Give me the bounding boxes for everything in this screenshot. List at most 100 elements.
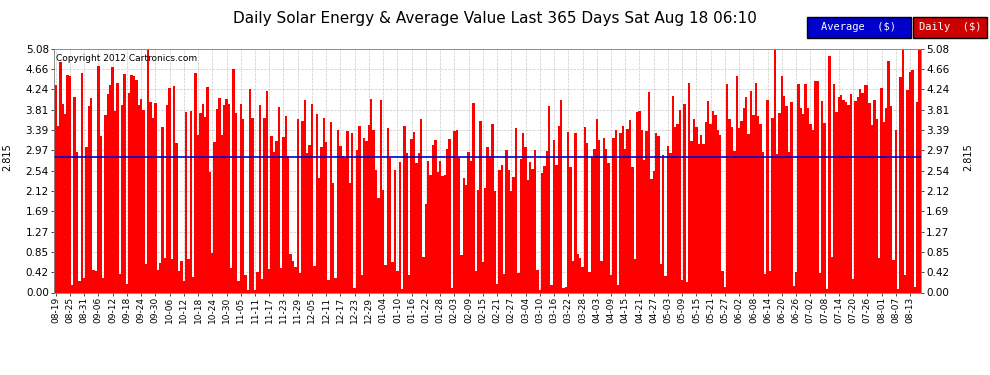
Bar (610, 275, 612, 292)
Bar (880, 87, 883, 292)
Bar (64, 114, 66, 292)
Bar (102, 278, 104, 292)
Bar (145, 264, 147, 292)
Bar (883, 122, 885, 292)
Bar (425, 204, 427, 292)
Bar (367, 125, 370, 292)
Bar (387, 128, 389, 292)
Bar (182, 281, 185, 292)
Bar (683, 104, 686, 292)
Bar (681, 280, 683, 292)
Bar (899, 77, 902, 292)
Bar (484, 188, 486, 292)
Bar (747, 134, 749, 292)
Bar (838, 98, 840, 292)
Text: Average  ($): Average ($) (822, 22, 896, 32)
Bar (693, 119, 695, 292)
Bar (797, 84, 800, 292)
Bar (73, 97, 76, 292)
Bar (479, 120, 482, 292)
Bar (78, 281, 80, 292)
Bar (885, 108, 887, 292)
Bar (749, 91, 752, 292)
Bar (76, 152, 78, 292)
Bar (641, 129, 644, 292)
Bar (586, 143, 588, 292)
Bar (100, 136, 102, 292)
Bar (527, 180, 529, 292)
Bar (240, 104, 242, 292)
Bar (773, 49, 776, 292)
Bar (647, 92, 650, 292)
Bar (771, 118, 773, 292)
Bar (474, 271, 477, 292)
Bar (408, 274, 411, 292)
Bar (258, 105, 261, 292)
Bar (904, 274, 907, 292)
Bar (644, 160, 645, 292)
Bar (128, 93, 131, 292)
Bar (600, 261, 603, 292)
Bar (591, 157, 593, 292)
Bar (529, 162, 532, 292)
Bar (190, 111, 192, 292)
Bar (391, 262, 394, 292)
Bar (821, 101, 824, 292)
Bar (423, 257, 425, 292)
Bar (486, 147, 489, 292)
Text: 2.815: 2.815 (963, 144, 973, 171)
Bar (119, 274, 121, 292)
Bar (678, 110, 681, 292)
Bar (819, 273, 821, 292)
Bar (335, 278, 337, 292)
Bar (275, 141, 277, 292)
Bar (399, 162, 401, 292)
Bar (710, 124, 712, 292)
Bar (68, 76, 71, 292)
Bar (154, 103, 156, 292)
Bar (251, 118, 253, 292)
Bar (734, 151, 736, 292)
Bar (598, 141, 600, 292)
Bar (513, 177, 515, 292)
Bar (418, 153, 420, 292)
Bar (245, 275, 247, 292)
Bar (520, 159, 522, 292)
Bar (85, 147, 88, 292)
Bar (202, 104, 204, 292)
Bar (66, 75, 68, 292)
Bar (214, 142, 216, 292)
Bar (790, 102, 793, 292)
Bar (178, 271, 180, 292)
Bar (149, 102, 151, 292)
Bar (688, 83, 690, 292)
Bar (355, 150, 358, 292)
Bar (133, 76, 136, 292)
Bar (503, 274, 505, 292)
Bar (56, 126, 59, 292)
Bar (187, 259, 190, 292)
Bar (435, 140, 437, 292)
Bar (676, 124, 678, 292)
Bar (175, 142, 178, 292)
Text: Copyright 2012 Cartronics.com: Copyright 2012 Cartronics.com (56, 54, 197, 63)
Bar (605, 149, 608, 292)
Bar (437, 172, 439, 292)
Bar (615, 130, 617, 292)
Bar (659, 264, 662, 292)
Bar (199, 113, 202, 292)
Bar (147, 49, 149, 292)
Bar (861, 93, 863, 292)
Bar (446, 148, 448, 292)
Bar (80, 73, 83, 292)
Bar (432, 145, 435, 292)
Bar (550, 285, 552, 292)
Bar (270, 136, 273, 292)
Bar (892, 260, 895, 292)
Bar (450, 288, 453, 292)
Bar (427, 161, 430, 292)
Bar (377, 198, 379, 292)
Bar (163, 258, 166, 292)
Bar (496, 284, 498, 292)
Bar (330, 122, 332, 292)
